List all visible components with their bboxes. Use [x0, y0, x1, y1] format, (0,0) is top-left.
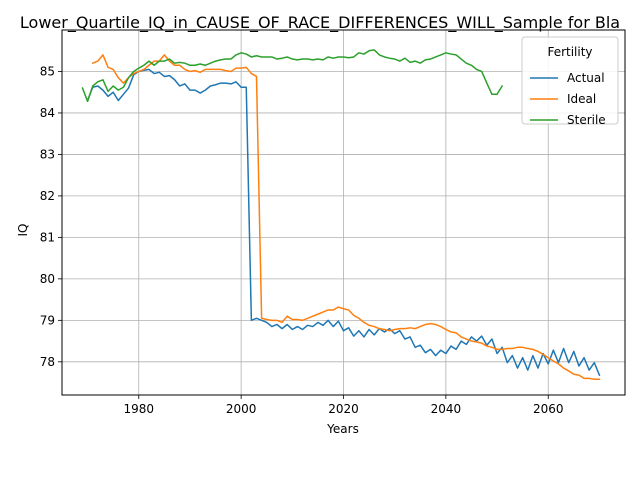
- legend: Fertility Actual Ideal Sterile: [521, 36, 619, 127]
- legend-label-ideal: Ideal: [567, 92, 596, 106]
- y-tick-label: 82: [40, 189, 55, 203]
- x-tick-label: 2060: [533, 402, 564, 416]
- legend-box: [521, 36, 619, 125]
- y-tick-label: 83: [40, 147, 55, 161]
- y-axis: 78 79 80 81 82 83 84 85: [40, 64, 62, 369]
- x-tick-label: 1980: [123, 402, 154, 416]
- y-tick-label: 80: [40, 272, 55, 286]
- x-tick-label: 2020: [328, 402, 359, 416]
- x-tick-label: 2040: [431, 402, 462, 416]
- legend-title: Fertility: [547, 45, 592, 59]
- x-axis-label: Years: [326, 422, 359, 436]
- series-line-sterile: [81, 49, 504, 103]
- legend-items: Actual Ideal Sterile: [530, 71, 606, 127]
- legend-label-sterile: Sterile: [567, 113, 606, 127]
- chart-title: Lower_Quartile_IQ_in_CAUSE_OF_RACE_DIFFE…: [20, 13, 620, 33]
- x-tick-label: 2000: [226, 402, 257, 416]
- y-tick-label: 79: [40, 313, 55, 327]
- y-tick-label: 84: [40, 106, 55, 120]
- y-tick-label: 78: [40, 355, 55, 369]
- series-layer: [81, 49, 601, 380]
- series-line-ideal: [91, 54, 601, 380]
- y-axis-label: IQ: [16, 224, 30, 237]
- x-axis: 1980 2000 2020 2040 2060: [123, 395, 564, 416]
- legend-label-actual: Actual: [567, 71, 605, 85]
- y-tick-label: 85: [40, 64, 55, 78]
- series-line-actual: [86, 68, 601, 377]
- y-tick-label: 81: [40, 230, 55, 244]
